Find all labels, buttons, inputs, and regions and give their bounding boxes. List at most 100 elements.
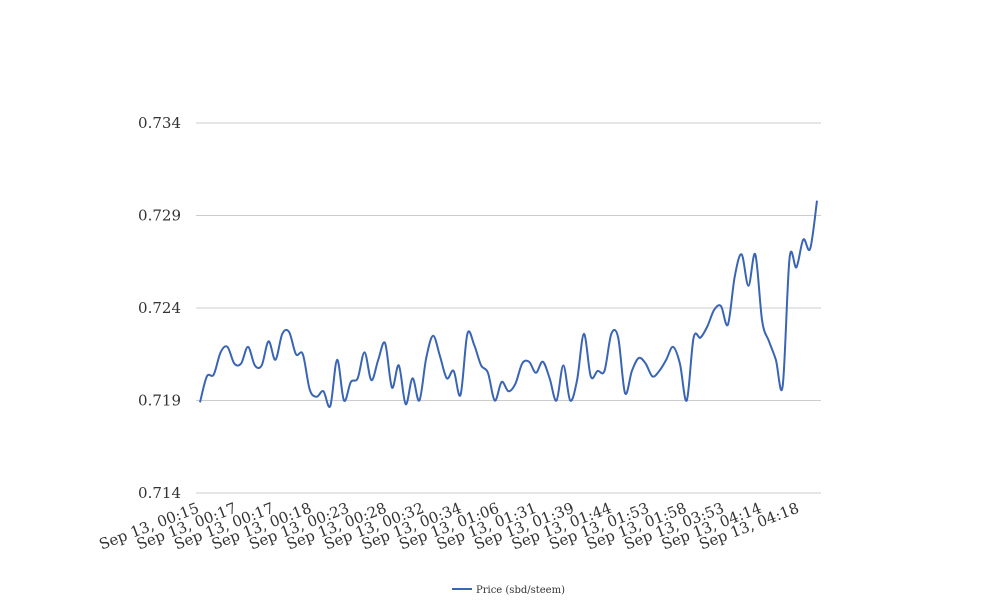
legend[interactable]: Price (sbd/steem)	[452, 585, 565, 596]
data-point	[398, 364, 400, 366]
data-point	[405, 403, 407, 405]
data-point	[603, 370, 605, 372]
data-point	[754, 253, 756, 255]
data-point	[384, 342, 386, 344]
gridlines	[196, 122, 821, 494]
data-point	[597, 370, 599, 372]
data-point	[254, 364, 256, 366]
data-point	[624, 392, 626, 394]
data-point	[508, 390, 510, 392]
data-point	[651, 375, 653, 377]
data-point	[693, 337, 695, 339]
data-point	[768, 340, 770, 342]
data-point	[638, 357, 640, 359]
data-point	[268, 340, 270, 342]
data-point	[665, 359, 667, 361]
data-point	[795, 266, 797, 268]
data-point	[206, 375, 208, 377]
data-point	[357, 377, 359, 379]
data-point	[412, 377, 414, 379]
data-point	[816, 200, 818, 202]
data-point	[350, 381, 352, 383]
data-point	[741, 253, 743, 255]
data-point	[453, 370, 455, 372]
data-point	[583, 333, 585, 335]
data-point	[782, 385, 784, 387]
y-tick-label: 0.714	[138, 484, 181, 502]
data-point	[809, 248, 811, 250]
data-point	[727, 324, 729, 326]
data-point	[329, 405, 331, 407]
data-point	[316, 396, 318, 398]
data-point	[302, 353, 304, 355]
data-point	[549, 377, 551, 379]
data-point	[233, 363, 235, 365]
data-point	[590, 375, 592, 377]
legend-label: Price (sbd/steem)	[476, 585, 565, 596]
data-point	[713, 309, 715, 311]
data-point	[288, 331, 290, 333]
data-point	[535, 372, 537, 374]
data-point	[775, 359, 777, 361]
data-point	[322, 390, 324, 392]
data-point	[460, 394, 462, 396]
data-point	[706, 326, 708, 328]
data-point	[789, 257, 791, 259]
data-point	[576, 379, 578, 381]
data-point	[761, 320, 763, 322]
data-point	[418, 400, 420, 402]
data-point	[309, 388, 311, 390]
data-point	[274, 359, 276, 361]
data-point	[521, 363, 523, 365]
data-point	[514, 383, 516, 385]
data-point	[343, 400, 345, 402]
data-point	[446, 377, 448, 379]
data-point	[432, 335, 434, 337]
data-point	[747, 285, 749, 287]
data-point	[631, 370, 633, 372]
data-point	[391, 387, 393, 389]
data-point	[336, 359, 338, 361]
data-point	[610, 333, 612, 335]
data-point	[802, 239, 804, 241]
data-point	[555, 400, 557, 402]
data-point	[569, 400, 571, 402]
data-point	[281, 333, 283, 335]
data-point	[226, 346, 228, 348]
data-point	[672, 346, 674, 348]
data-point	[480, 364, 482, 366]
data-point	[473, 344, 475, 346]
data-point	[487, 372, 489, 374]
data-point	[542, 361, 544, 363]
data-point	[645, 363, 647, 365]
data-point	[261, 364, 263, 366]
data-point	[364, 351, 366, 353]
data-point	[699, 337, 701, 339]
data-point	[439, 355, 441, 357]
data-point	[494, 400, 496, 402]
data-point	[213, 374, 215, 376]
data-point	[562, 364, 564, 366]
y-tick-label: 0.719	[138, 392, 181, 410]
data-point	[466, 333, 468, 335]
data-point	[617, 337, 619, 339]
data-point	[295, 353, 297, 355]
data-point	[370, 379, 372, 381]
data-point	[220, 351, 222, 353]
series-layer	[199, 200, 818, 408]
series-line[interactable]	[199, 200, 818, 408]
data-point	[686, 400, 688, 402]
data-point	[199, 401, 201, 403]
data-point	[658, 370, 660, 372]
y-tick-label: 0.729	[138, 207, 181, 225]
data-point	[528, 361, 530, 363]
data-point	[679, 363, 681, 365]
data-point	[425, 357, 427, 359]
data-point	[240, 363, 242, 365]
data-point	[377, 359, 379, 361]
data-point	[247, 346, 249, 348]
data-point	[720, 305, 722, 307]
